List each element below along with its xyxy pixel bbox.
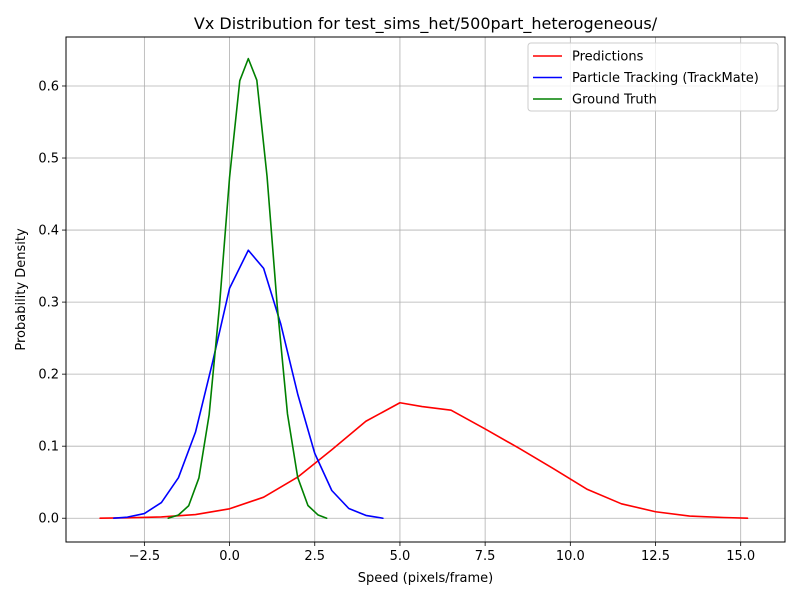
x-axis-title: Speed (pixels/frame) (358, 571, 494, 586)
y-tick-label: 0.2 (38, 368, 59, 383)
x-tick-label: 10.0 (556, 549, 585, 564)
y-tick-label: 0.6 (38, 79, 59, 94)
chart-title: Vx Distribution for test_sims_het/500par… (194, 14, 658, 34)
axis-ticks: −2.5 0.0 2.5 5.0 7.5 10.0 12.5 15.0 0.0 0.1 0.2 0.3… (38, 79, 755, 564)
series-line-particle-tracking-trackmate (112, 249, 384, 520)
y-tick-label: 0.0 (38, 512, 59, 527)
legend-label: Particle Tracking (TrackMate) (572, 71, 759, 86)
y-tick-label: 0.1 (38, 440, 59, 455)
grid-lines (66, 37, 785, 542)
x-tick-label: 7.5 (475, 549, 496, 564)
x-tick-label: 5.0 (390, 549, 411, 564)
x-tick-label: −2.5 (129, 549, 161, 564)
y-tick-label: 0.5 (38, 152, 59, 167)
x-tick-label: 2.5 (304, 549, 325, 564)
y-axis-title: Probability Density (14, 228, 29, 351)
x-tick-label: 12.5 (641, 549, 670, 564)
legend: Predictions Particle Tracking (TrackMate)… (527, 42, 779, 112)
legend-box (527, 42, 779, 112)
plot-frame (65, 36, 786, 543)
y-tick-label: 0.4 (38, 224, 59, 239)
x-tick-label: 0.0 (219, 549, 240, 564)
y-tick-label: 0.3 (38, 296, 59, 311)
legend-label: Ground Truth (572, 93, 657, 108)
x-tick-label: 15.0 (726, 549, 755, 564)
series-line-ground-truth (167, 57, 328, 520)
series-line-predictions (99, 401, 749, 520)
legend-label: Predictions (572, 50, 644, 65)
plot-series (99, 57, 749, 520)
